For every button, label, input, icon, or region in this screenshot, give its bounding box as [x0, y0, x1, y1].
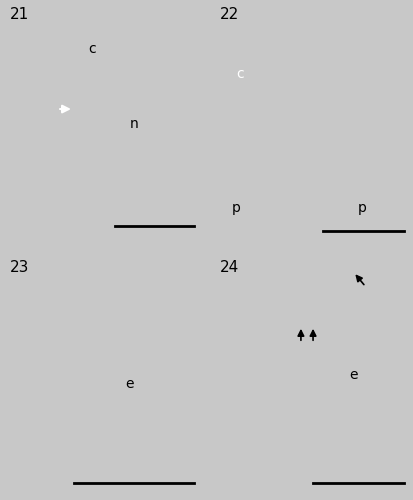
Text: 22: 22	[220, 7, 239, 22]
Text: 21: 21	[9, 7, 29, 22]
Text: e: e	[126, 378, 134, 392]
Text: p: p	[232, 201, 241, 215]
Text: 23: 23	[9, 260, 29, 275]
Text: p: p	[358, 201, 366, 215]
Text: n: n	[130, 116, 138, 130]
Text: 24: 24	[220, 260, 239, 275]
Text: e: e	[349, 368, 358, 382]
Text: c: c	[88, 42, 96, 56]
Text: c: c	[236, 66, 244, 80]
